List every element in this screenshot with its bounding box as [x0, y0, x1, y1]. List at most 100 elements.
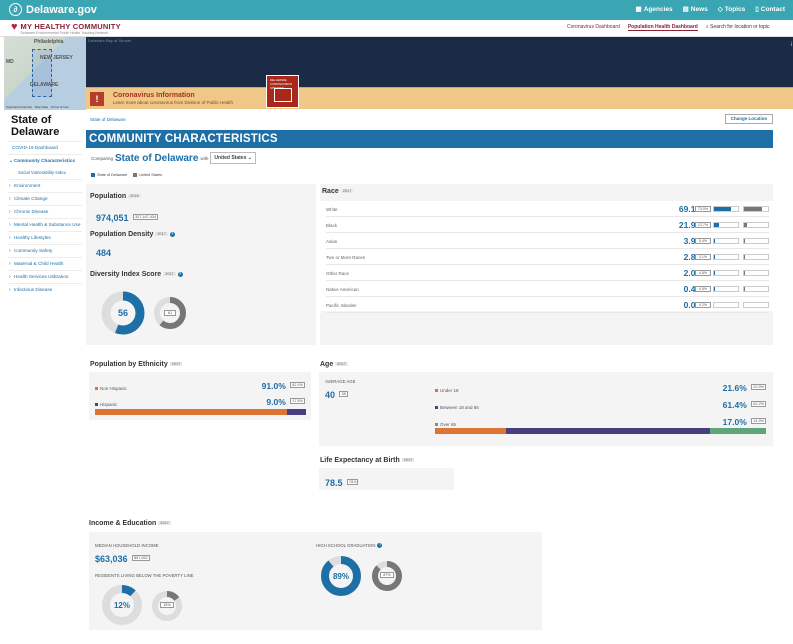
sidebar-item-environment[interactable]: › Environment — [8, 179, 82, 192]
diversity-compare: 61 — [164, 310, 176, 316]
delaware-outline — [32, 49, 52, 97]
income-education-panel: MEDIAN HOUSEHOLD INCOME $63,036 $57,652 … — [89, 532, 542, 630]
nav-news[interactable]: ▤ News — [682, 6, 708, 13]
legend-item-state: State of Delaware — [91, 173, 127, 177]
ethnicity-row: Hispanic 9.0% 17.6% — [95, 393, 305, 411]
life-expectancy-panel: 78.5 78.6 — [319, 468, 454, 490]
race-bar-us — [744, 207, 762, 211]
hs-graduation-label: HIGH SCHOOL GRADUATION? — [316, 543, 383, 549]
chevron-down-icon: ⌄ — [9, 158, 14, 164]
race-bar-us — [744, 239, 746, 243]
legend: State of Delaware United States — [91, 173, 162, 177]
monitor-icon — [274, 88, 292, 102]
density-title: Population Density 2017? — [90, 231, 175, 238]
race-title: Race 2017 — [322, 188, 354, 195]
race-row: Pacific Islander 0.0% 0.2% — [326, 299, 769, 313]
comparison-select[interactable]: United States ⌄ — [210, 152, 256, 164]
chevron-right-icon: › — [9, 196, 11, 202]
agencies-icon: ▦ — [635, 6, 642, 13]
average-age-value: 40 38 — [325, 390, 348, 400]
race-bar-state — [714, 207, 731, 211]
help-icon[interactable]: ? — [377, 543, 383, 549]
hs-graduation-us-donut — [372, 561, 402, 591]
poverty-us-donut — [152, 591, 182, 621]
map-label: MD — [6, 59, 14, 65]
search-icon: ⌕ — [705, 24, 709, 30]
comparing-place: State of Delaware — [115, 152, 199, 164]
race-row: White 69.1% 73.0% — [326, 203, 769, 217]
income-education-title: Income & Education 2017 — [89, 520, 171, 527]
delaware-logo[interactable]: ∂ Delaware.gov — [9, 3, 97, 16]
race-panel: Race 2017 White 69.1% 73.0% Black 21.9% 12.7%… — [320, 184, 773, 345]
population-panel: Population 2018 974,051 327,167,434 Popul… — [86, 184, 316, 345]
chevron-down-icon: ⌄ — [247, 155, 252, 161]
diversity-title: Diversity Index Score 2017? — [90, 271, 183, 278]
map-label: Philadelphia — [34, 39, 64, 45]
stacked-bar-segment — [287, 409, 306, 415]
poverty-compare: 15% — [160, 602, 174, 608]
topics-icon: ◇ — [717, 6, 723, 13]
sidebar-item-maternal-child-health[interactable]: › Maternal & Child Health — [8, 257, 82, 270]
coronavirus-subtitle: Learn more about coronavirus from Divisi… — [113, 100, 234, 105]
stacked-bar-segment — [435, 428, 507, 434]
help-icon[interactable]: ? — [169, 231, 175, 237]
sidebar-item-infectious-disease[interactable]: › Infectious Disease — [8, 283, 82, 296]
hs-graduation-donut — [321, 556, 361, 596]
sidebar-item-covid-dashboard[interactable]: COVID-19 Dashboard — [8, 141, 82, 154]
location-map[interactable]: Philadelphia NEW JERSEY DELAWARE MD Keyb… — [4, 37, 86, 110]
age-panel: AVERAGE AGE 40 38 Under 18 21.6% 22.9% B… — [319, 372, 773, 446]
sidebar-item-climate-change[interactable]: › Climate Change — [8, 192, 82, 205]
race-bar-state — [714, 223, 720, 227]
median-income-label: MEDIAN HOUSEHOLD INCOME — [95, 543, 159, 548]
sidebar-item-healthy-lifestyles[interactable]: › Healthy Lifestyles — [8, 231, 82, 244]
tab-population-health-dashboard[interactable]: Population Health Dashboard — [627, 24, 698, 31]
breadcrumb[interactable]: State of Delaware — [90, 117, 126, 122]
tab-coronavirus-dashboard[interactable]: Coronavirus Dashboard — [567, 24, 620, 30]
sidebar-item-health-services[interactable]: › Health Services Utilization — [8, 270, 82, 283]
poverty-label: RESIDENTS LIVING BELOW THE POVERTY LINE — [95, 573, 194, 578]
population-value: 974,051 327,167,434 — [96, 213, 159, 223]
brand-logo[interactable]: ♥ MY HEALTHY COMMUNITY Delaware Environm… — [11, 21, 121, 36]
race-row: Native American 0.4% 0.8% — [326, 283, 769, 297]
nav-contact[interactable]: ▯ Contact — [755, 6, 785, 13]
help-icon[interactable]: ? — [177, 271, 183, 277]
chevron-right-icon: › — [9, 183, 11, 189]
coronavirus-banner[interactable]: ! Coronavirus Information Learn more abo… — [86, 75, 793, 109]
stacked-bar-segment — [95, 409, 287, 415]
stacked-bar-segment — [709, 428, 766, 434]
average-age-label: AVERAGE AGE — [325, 379, 356, 384]
chevron-right-icon: › — [9, 248, 11, 254]
chevron-right-icon: › — [9, 287, 11, 293]
chevron-right-icon: › — [9, 274, 11, 280]
sidebar-item-chronic-disease[interactable]: › Chronic Disease — [8, 205, 82, 218]
section-title: COMMUNITY CHARACTERISTICS — [89, 133, 278, 145]
heart-icon: ♥ — [11, 21, 18, 33]
race-bar-us — [744, 271, 746, 275]
nav-topics[interactable]: ◇ Topics — [717, 6, 746, 13]
race-bar-state — [714, 255, 715, 259]
sidebar-item-community-characteristics[interactable]: ⌄ Community Characteristics — [8, 154, 82, 167]
change-location-button[interactable]: Change Location — [725, 114, 773, 124]
sidebar-item-community-safety[interactable]: › Community Safety — [8, 244, 82, 257]
chevron-right-icon: › — [9, 261, 11, 267]
race-bar-us — [744, 223, 748, 227]
search-link[interactable]: ⌕ Search for location or topic — [705, 24, 770, 30]
coronavirus-thumbnail[interactable]: DELAWARE CORONAVIRUS UPDATES — [266, 75, 299, 108]
race-bar-state — [714, 239, 715, 243]
race-row: Other Race 2.0% 4.8% — [326, 267, 769, 281]
hs-graduation-compare: 87% — [380, 572, 394, 578]
life-expectancy-title: Life Expectancy at Birth 2017 — [320, 457, 415, 464]
sidebar-item-social-vulnerability[interactable]: Social Vulnerability Index — [18, 170, 66, 175]
info-icon[interactable]: i — [790, 42, 792, 48]
nav-agencies[interactable]: ▦ Agencies — [635, 6, 673, 13]
race-row: Asian 3.9% 5.4% — [326, 235, 769, 249]
sidebar-item-mental-health[interactable]: › Mental Health & Substance Use — [8, 218, 82, 231]
coronavirus-title: Coronavirus Information — [113, 92, 195, 99]
life-expectancy-value: 78.5 78.6 — [325, 478, 359, 488]
age-title: Age 2017 — [320, 361, 348, 368]
diversity-us-donut — [154, 297, 186, 329]
warning-icon: ! — [90, 92, 104, 106]
top-nav: ▦ Agencies ▤ News ◇ Topics ▯ Contact — [636, 5, 785, 13]
map-credits: Keyboard shortcuts Map Data Terms of Use — [6, 105, 69, 109]
stacked-bar-segment — [506, 428, 710, 434]
